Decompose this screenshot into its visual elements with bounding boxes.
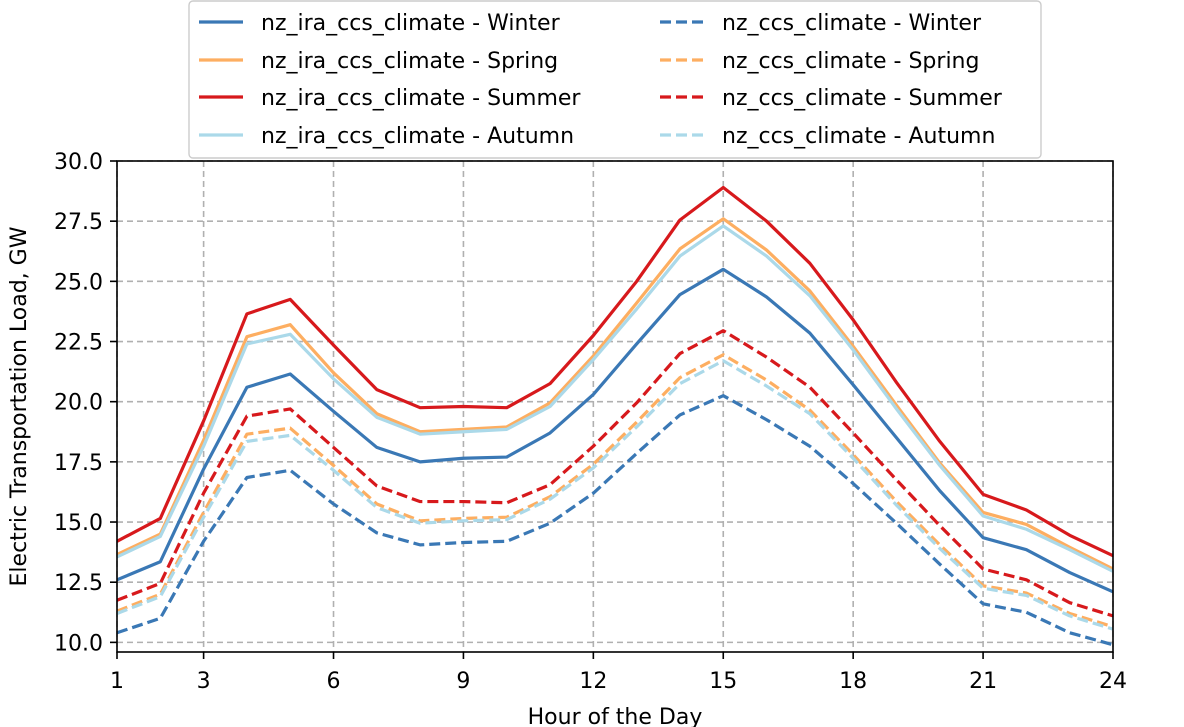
plot-frame: [116, 160, 1114, 653]
x-axis-ticks: 1 3 6 9 12 15 18 21 24: [110, 652, 1127, 694]
y-tick-label: 25.0: [54, 270, 103, 295]
y-tick-label: 20.0: [54, 391, 103, 416]
series-line-6: [116, 329, 1114, 618]
legend-label-2: nz_ira_ccs_climate - Summer: [261, 86, 581, 111]
x-tick-label: 6: [327, 669, 341, 694]
x-tick-label: 24: [1099, 669, 1127, 694]
grid-lines: [116, 160, 1114, 652]
x-tick-label: 1: [110, 669, 124, 694]
series-line-3: [116, 224, 1114, 573]
series-line-7: [116, 359, 1114, 631]
legend-label-5: nz_ccs_climate - Spring: [722, 49, 979, 74]
x-tick-label: 9: [456, 669, 470, 694]
y-tick-label: 15.0: [54, 511, 103, 536]
series-line-4: [116, 394, 1114, 647]
x-tick-label: 15: [709, 669, 737, 694]
y-tick-label: 22.5: [54, 331, 103, 356]
x-tick-label: 3: [197, 669, 211, 694]
legend-label-1: nz_ira_ccs_climate - Spring: [261, 49, 558, 74]
series-line-1: [116, 217, 1114, 571]
legend: nz_ira_ccs_climate - Winter nz_ira_ccs_cl…: [188, 0, 1042, 159]
y-tick-label: 30.0: [54, 150, 103, 175]
legend-label-7: nz_ccs_climate - Autumn: [722, 124, 995, 149]
legend-label-6: nz_ccs_climate - Summer: [722, 86, 1003, 111]
series-line-5: [116, 353, 1114, 629]
x-tick-label: 12: [579, 669, 607, 694]
legend-label-0: nz_ira_ccs_climate - Winter: [261, 11, 561, 36]
y-tick-label: 27.5: [54, 210, 103, 235]
x-tick-label: 21: [969, 669, 997, 694]
series-line-0: [116, 267, 1114, 594]
y-tick-label: 12.5: [54, 571, 103, 596]
y-axis-label: Electric Transportation Load, GW: [7, 226, 32, 586]
series-line-2: [116, 185, 1114, 558]
series-lines: [116, 185, 1114, 647]
y-tick-label: 10.0: [54, 631, 103, 656]
y-axis-ticks: 10.0 12.5 15.0 17.5 20.0 22.5 25.0 27.5 30.0: [54, 150, 117, 656]
legend-label-3: nz_ira_ccs_climate - Autumn: [261, 124, 574, 149]
legend-label-4: nz_ccs_climate - Winter: [722, 11, 982, 36]
x-tick-label: 18: [839, 669, 867, 694]
y-tick-label: 17.5: [54, 451, 103, 476]
legend-box: [188, 0, 1042, 159]
x-axis-label: Hour of the Day: [528, 705, 703, 727]
